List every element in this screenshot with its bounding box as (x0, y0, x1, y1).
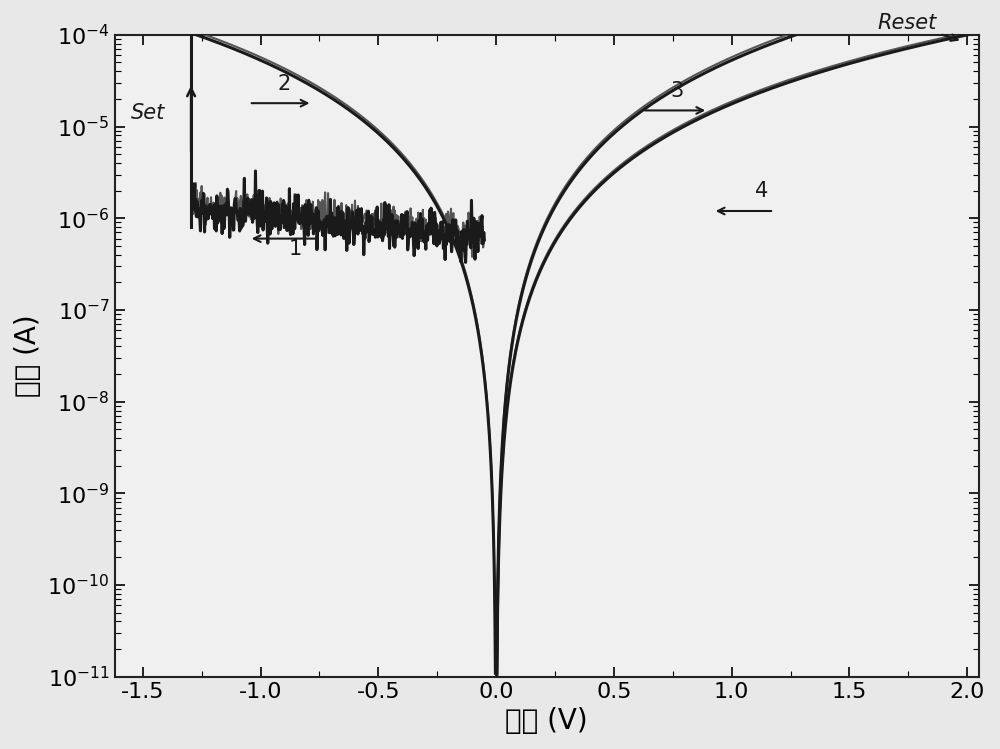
Text: 2: 2 (277, 74, 290, 94)
Text: 1: 1 (289, 239, 302, 258)
Text: 4: 4 (755, 181, 768, 201)
Y-axis label: 电流 (A): 电流 (A) (14, 315, 42, 397)
Text: Set: Set (131, 103, 165, 124)
X-axis label: 电压 (V): 电压 (V) (505, 707, 588, 735)
Text: Reset: Reset (878, 13, 958, 41)
Text: 3: 3 (670, 81, 684, 101)
